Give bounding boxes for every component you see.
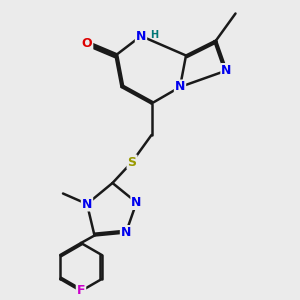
Text: N: N bbox=[136, 29, 146, 43]
Text: N: N bbox=[121, 226, 131, 239]
Text: S: S bbox=[128, 155, 136, 169]
Text: O: O bbox=[82, 37, 92, 50]
Text: N: N bbox=[175, 80, 185, 94]
Text: H: H bbox=[150, 30, 158, 40]
Text: F: F bbox=[77, 284, 85, 298]
Text: N: N bbox=[221, 64, 232, 77]
Text: N: N bbox=[82, 197, 92, 211]
Text: N: N bbox=[131, 196, 142, 209]
